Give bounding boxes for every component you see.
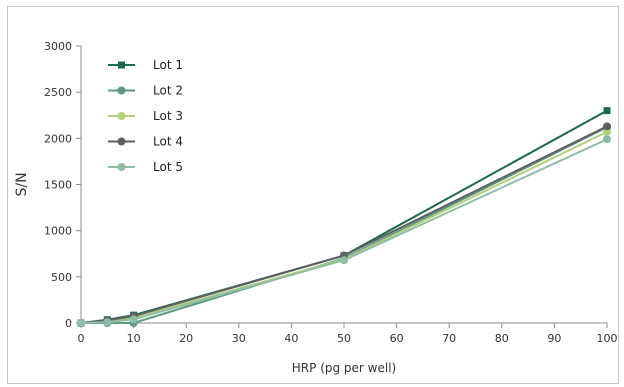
legend-swatch-marker <box>117 163 126 171</box>
legend-label: Lot 2 <box>153 84 183 98</box>
x-tick-label: 80 <box>495 332 509 345</box>
y-tick-label: 1500 <box>44 179 72 192</box>
x-tick-label: 60 <box>390 332 404 345</box>
x-axis-title: HRP (pg per well) <box>292 361 396 375</box>
x-tick-label: 50 <box>337 332 351 345</box>
y-tick-label: 2500 <box>44 86 72 99</box>
legend-label: Lot 5 <box>153 160 183 174</box>
y-tick-label: 0 <box>65 317 72 330</box>
legend-label: Lot 3 <box>153 109 183 123</box>
series-lot-5 <box>77 135 611 327</box>
x-tick-label: 90 <box>547 332 561 345</box>
legend-label: Lot 1 <box>153 58 183 72</box>
legend: Lot 1 Lot 2 Lot 3 Lot 4 Lot 5 <box>108 58 183 174</box>
data-point <box>603 107 611 115</box>
x-tick-label: 40 <box>284 332 298 345</box>
legend-item: Lot 1 <box>108 58 183 72</box>
data-point <box>603 135 611 144</box>
data-point <box>77 319 85 327</box>
data-point <box>603 127 611 136</box>
data-point <box>603 122 611 131</box>
y-axis-title: S/N <box>14 172 30 196</box>
legend-item: Lot 4 <box>108 135 183 149</box>
series-line <box>81 126 608 324</box>
x-tick-label: 70 <box>442 332 456 345</box>
legend-item: Lot 5 <box>108 160 183 174</box>
x-tick-label: 30 <box>232 332 246 345</box>
legend-swatch-marker <box>118 61 125 69</box>
y-tick-label: 500 <box>51 271 72 284</box>
legend-swatch-marker <box>117 137 126 146</box>
y-tick-label: 2000 <box>44 132 72 145</box>
data-point <box>129 315 138 324</box>
legend-swatch-marker <box>117 86 126 95</box>
x-tick-label: 100 <box>597 332 618 345</box>
axis-ticks: 0 10 20 30 40 50 60 70 80 90 100050010001500200025… <box>44 40 618 345</box>
x-tick-label: 0 <box>78 332 85 345</box>
data-point <box>340 256 348 265</box>
y-tick-label: 1000 <box>44 225 72 238</box>
y-tick-label: 3000 <box>44 40 72 53</box>
legend-item: Lot 3 <box>108 109 183 123</box>
series-lot-3 <box>77 127 611 327</box>
x-tick-label: 20 <box>179 332 193 345</box>
data-point <box>103 318 112 327</box>
series-lines <box>77 107 611 327</box>
series-lot-2 <box>77 123 611 327</box>
x-tick-label: 10 <box>127 332 141 345</box>
legend-swatch-marker <box>117 112 126 120</box>
legend-label: Lot 4 <box>153 135 183 149</box>
series-line <box>80 125 608 324</box>
legend-item: Lot 2 <box>108 84 183 98</box>
